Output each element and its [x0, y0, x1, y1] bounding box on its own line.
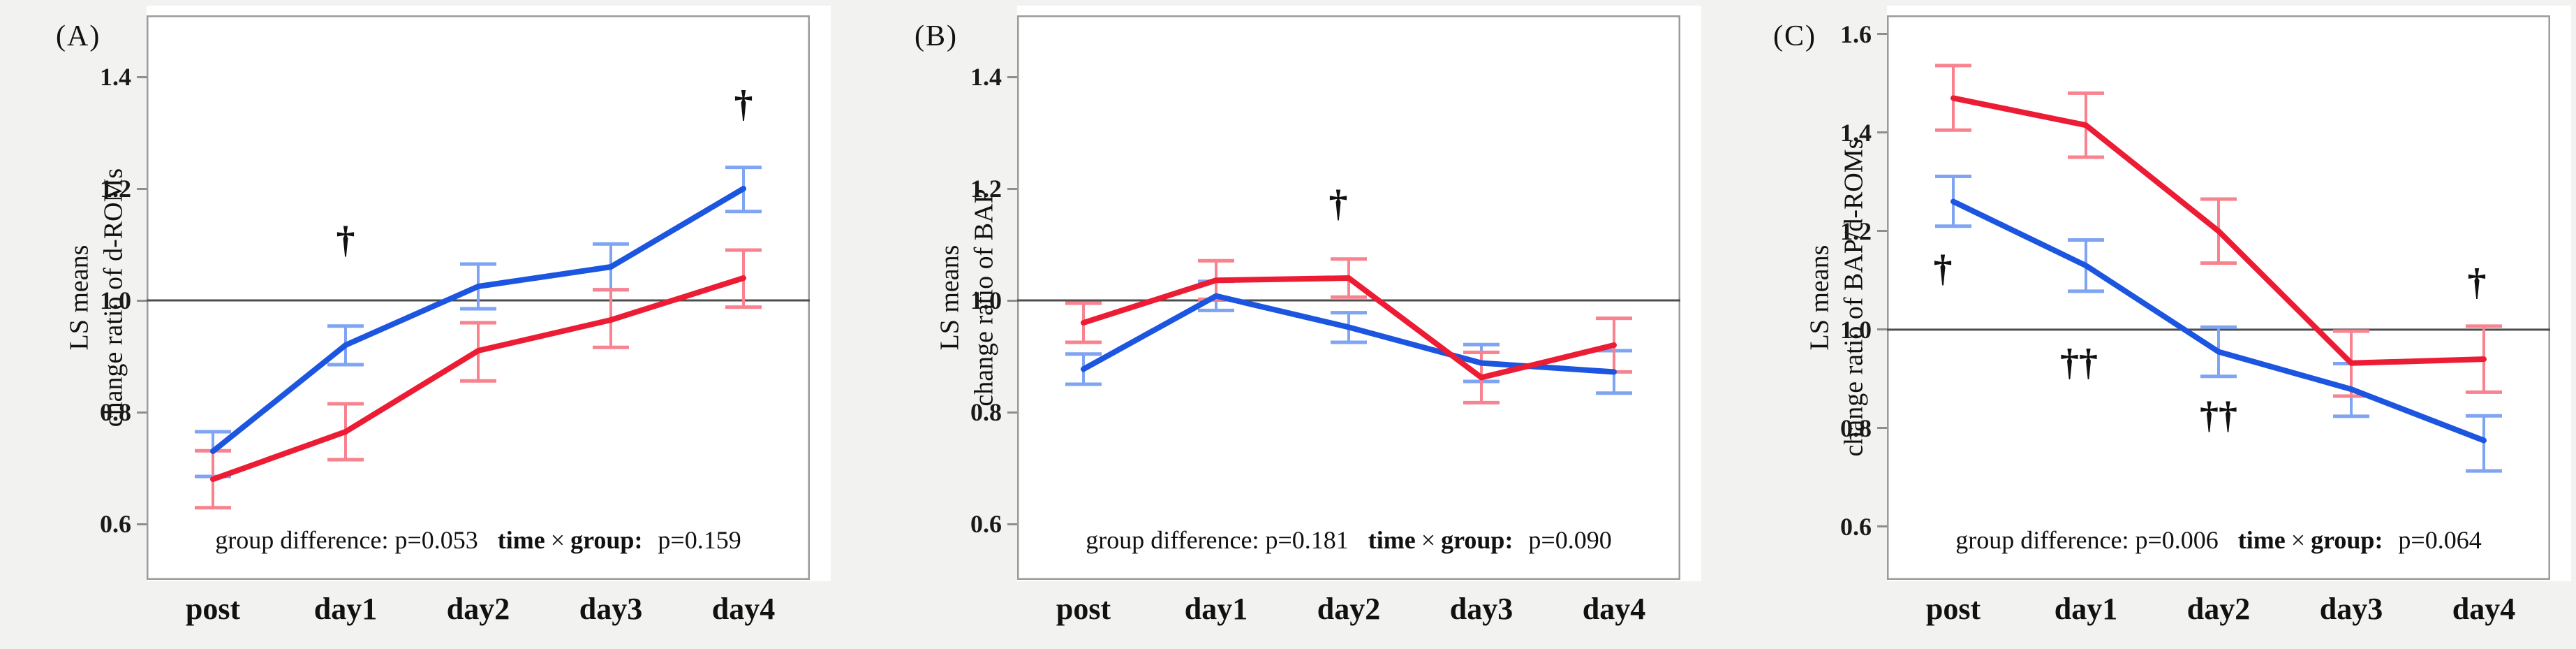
red-group-line: [1081, 275, 1617, 381]
panel-b: (B) LS means change ratio of BAP † 0.6 0.…: [859, 0, 1717, 649]
x-tick-label-post: post: [185, 592, 241, 626]
y-tick-mark: [137, 411, 147, 414]
group-label: group:: [570, 526, 643, 554]
red-group-line: [1950, 95, 2487, 366]
time-group-p-value: p=0.064: [2398, 526, 2482, 554]
time-label: time: [1368, 526, 1416, 554]
x-tick-label-day1: day1: [313, 592, 378, 626]
x-tick-label-day1: day1: [2054, 592, 2118, 626]
y-tick-mark: [1007, 411, 1017, 414]
time-group-p-value: p=0.090: [1528, 526, 1612, 554]
significance-dagger: ††: [2060, 342, 2098, 384]
group-difference-text: group difference: p=0.053: [215, 526, 478, 554]
y-tick-mark: [1007, 299, 1017, 302]
significance-dagger: †: [336, 219, 355, 261]
chart-plot-area: ††: [147, 15, 810, 580]
x-tick-label-day4: day4: [1582, 592, 1646, 626]
times-sign: ×: [550, 526, 565, 554]
x-tick-label-day3: day3: [2319, 592, 2383, 626]
panel-c: (C) LS means change ratio of BAP/d-ROMs …: [1717, 0, 2576, 649]
panel-letter: (A): [56, 20, 101, 52]
y-tick-label: 1.6: [1840, 20, 1872, 48]
y-tick-label: 0.6: [100, 510, 131, 538]
red-group-line: [210, 275, 746, 482]
y-tick-mark: [1877, 525, 1887, 528]
y-tick-label: 1.4: [970, 63, 1002, 91]
y-axis-title: LS means change ratio of BAP/d-ROMs: [1803, 139, 1870, 457]
y-tick-mark: [137, 299, 147, 302]
chart-plot-area: †: [1017, 15, 1680, 580]
significance-dagger: †: [1329, 182, 1348, 224]
y-tick-mark: [1877, 230, 1887, 233]
x-tick-label-post: post: [1925, 592, 1981, 626]
significance-dagger: †: [2468, 261, 2487, 303]
x-tick-label-day1: day1: [1184, 592, 1248, 626]
y-tick-mark: [1877, 33, 1887, 36]
y-tick-label: 0.8: [1840, 414, 1872, 442]
y-tick-label: 1.2: [970, 175, 1002, 203]
y-tick-mark: [137, 75, 147, 78]
y-tick-label: 0.8: [970, 398, 1002, 426]
stats-annotation: group difference: p=0.053 time × group: p=0.…: [215, 525, 741, 555]
y-tick-label: 1.4: [100, 63, 131, 91]
panel-a: (A) LS means change ratio of d-ROMs † † 0…: [0, 0, 859, 649]
y-tick-mark: [1007, 75, 1017, 78]
x-tick-label-post: post: [1056, 592, 1111, 626]
y-tick-mark: [1007, 187, 1017, 190]
y-tick-label: 0.6: [970, 510, 1002, 538]
stats-annotation: group difference: p=0.006 time × group: p=0.…: [1955, 525, 2481, 555]
y-tick-label: 1.4: [1840, 118, 1872, 147]
significance-dagger: ††: [2200, 394, 2237, 436]
y-axis-title-line2: change ratio of BAP/d-ROMs: [1839, 138, 1868, 457]
significance-dagger: †: [734, 83, 753, 125]
time-label: time: [497, 526, 545, 554]
group-label: group:: [1441, 526, 1513, 554]
significance-dagger: †: [1934, 247, 1953, 289]
x-tick-label-day4: day4: [711, 592, 776, 626]
y-tick-label: 0.8: [100, 398, 131, 426]
y-tick-mark: [1877, 131, 1887, 134]
y-tick-mark: [137, 187, 147, 190]
group-difference-text: group difference: p=0.006: [1955, 526, 2219, 554]
group-label: group:: [2311, 526, 2383, 554]
time-group-p-value: p=0.159: [658, 526, 741, 554]
panel-letter: (B): [915, 20, 958, 52]
y-tick-mark: [1877, 427, 1887, 430]
blue-group-line: [210, 186, 746, 454]
y-tick-label: 1.2: [100, 175, 131, 203]
y-tick-label: 1.0: [970, 286, 1002, 314]
y-tick-mark: [1007, 523, 1017, 525]
stats-annotation: group difference: p=0.181 time × group: p=0.…: [1086, 525, 1611, 555]
times-sign: ×: [1421, 526, 1436, 554]
group-difference-text: group difference: p=0.181: [1086, 526, 1349, 554]
x-tick-label-day2: day2: [1317, 592, 1381, 626]
red-group-error-bars: [195, 248, 762, 510]
time-label: time: [2237, 526, 2286, 554]
x-tick-label-day2: day2: [2186, 592, 2251, 626]
y-tick-label: 1.0: [1840, 315, 1872, 344]
x-tick-label-day4: day4: [2452, 592, 2516, 626]
y-axis-title-line1: LS means: [1805, 245, 1835, 351]
x-tick-label-day3: day3: [1449, 592, 1513, 626]
chart-plot-area: ††††††: [1887, 15, 2550, 580]
blue-group-line: [1950, 198, 2487, 444]
y-tick-label: 1.0: [100, 286, 131, 314]
y-tick-label: 1.2: [1840, 217, 1872, 245]
x-tick-label-day3: day3: [579, 592, 643, 626]
y-tick-mark: [137, 523, 147, 525]
plot-frame: [1887, 15, 2550, 580]
y-tick-label: 0.6: [1840, 512, 1872, 541]
panel-letter: (C): [1773, 20, 1816, 52]
y-tick-mark: [1877, 328, 1887, 331]
times-sign: ×: [2290, 526, 2306, 554]
x-tick-label-day2: day2: [446, 592, 510, 626]
